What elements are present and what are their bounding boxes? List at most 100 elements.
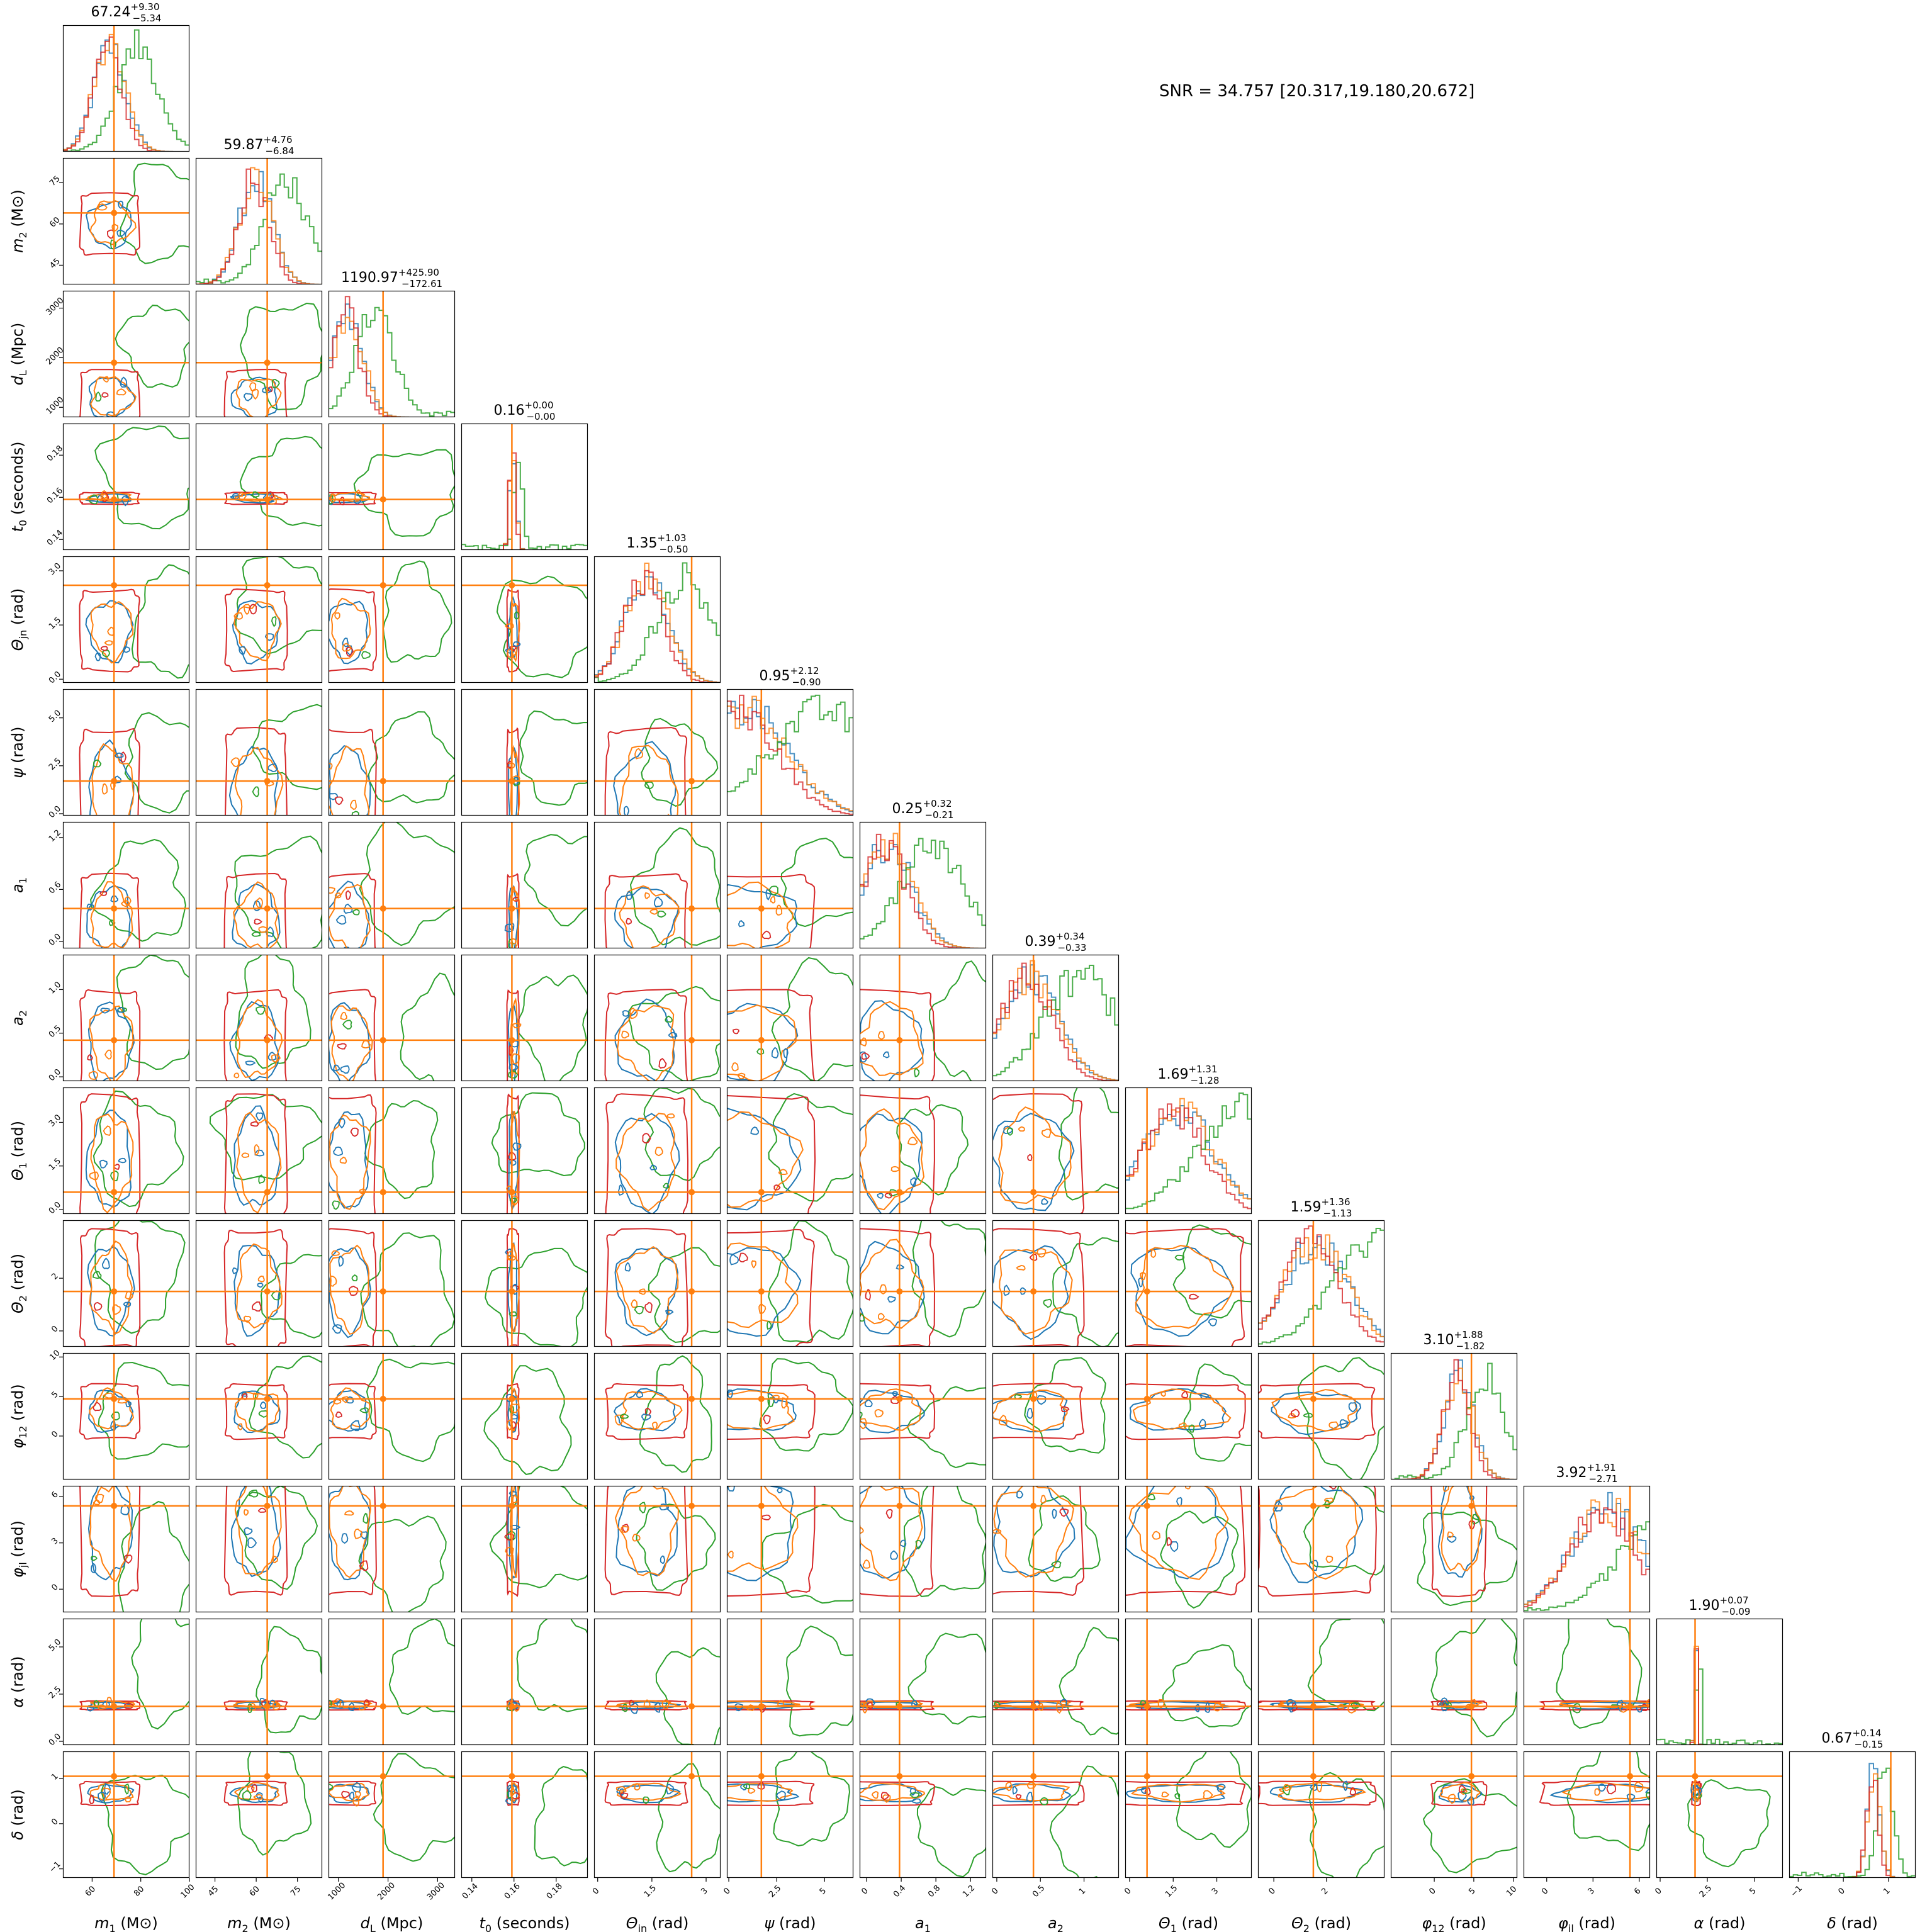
cell-2-0-island-2 xyxy=(95,391,102,402)
cell-11-1-island-2 xyxy=(248,1489,259,1498)
cell-8-6-truth-point xyxy=(896,1189,903,1196)
ytick-label-2-0: 1000 xyxy=(45,395,66,417)
cell-3-3-hist-red xyxy=(461,452,588,550)
xtick-label-1-1: 60 xyxy=(247,1884,261,1898)
cell-5-3-contour-blue xyxy=(508,746,519,816)
cell-11-7-frame xyxy=(992,1485,1120,1613)
cell-10-1-island-4 xyxy=(259,1401,266,1409)
cell-1-1-hist-red xyxy=(196,168,322,284)
cell-7-7-hist-green xyxy=(992,965,1119,1081)
cell-8-3-contour-green xyxy=(491,1092,585,1177)
cell-6-0-island-2 xyxy=(109,919,116,926)
cell-10-9-contour-orange xyxy=(1271,1389,1358,1432)
cell-11-1-truth-point xyxy=(264,1502,271,1509)
cell-9-8-island-4 xyxy=(1208,1318,1218,1327)
cell-11-1-island-4 xyxy=(247,1537,257,1549)
cell-9-6-island-4 xyxy=(896,1264,905,1270)
cell-9-6-contour-blue xyxy=(860,1240,925,1335)
cell-11-8-contour-red xyxy=(1125,1486,1246,1596)
cell-11-7-island-2 xyxy=(1050,1561,1062,1569)
cell-9-0-contour-green xyxy=(94,1220,186,1334)
cell-5-2-island-2 xyxy=(351,811,359,816)
cell-11-5-island-4 xyxy=(777,1487,783,1493)
cell-11-2-content xyxy=(329,1486,455,1612)
cell-9-0-frame xyxy=(62,1220,190,1347)
ytick-label-10-0: 0 xyxy=(50,1429,60,1439)
cell-10-8-island-0 xyxy=(1200,1393,1210,1399)
cell-8-3-content xyxy=(461,1087,588,1214)
cell-10-10-content xyxy=(1391,1353,1517,1480)
cell-7-5-contour-red xyxy=(727,989,816,1081)
cell-11-4-island-5 xyxy=(621,1525,629,1533)
cell-7-3-island-2 xyxy=(508,1070,519,1079)
cell-6-0-contour-red xyxy=(79,872,140,948)
cell-5-1-contour-red xyxy=(225,726,288,816)
cell-4-4-frame xyxy=(593,556,721,683)
cell-11-0-frame xyxy=(62,1485,190,1613)
cell-11-3-contour-red xyxy=(506,1486,520,1598)
cell-9-1-contour-green xyxy=(260,1254,322,1339)
cell-4-4-hist-red xyxy=(594,570,721,683)
ytick-label-5-1: 2.5 xyxy=(47,756,63,772)
cell-8-7-island-5 xyxy=(1041,1128,1052,1138)
cell-6-0-content xyxy=(63,822,189,948)
cell-11-10-island-2 xyxy=(1471,1514,1480,1525)
cell-10-8-island-5 xyxy=(1160,1391,1166,1397)
x-axis-label-7: a2 xyxy=(1048,1914,1064,1932)
cell-13-8-island-0 xyxy=(1216,1783,1226,1790)
cell-10-10-hist-red xyxy=(1391,1359,1517,1480)
cell-5-0-frame xyxy=(62,688,190,816)
cell-9-8-island-1 xyxy=(1140,1272,1146,1281)
cell-6-4-island-0 xyxy=(653,896,663,908)
cell-13-8-contour-green xyxy=(1176,1751,1252,1848)
y-axis-label-6: a1 xyxy=(9,877,29,893)
cell-10-3-contour-red xyxy=(506,1383,520,1441)
cell-11-7-contour-orange xyxy=(993,1486,1074,1578)
cell-11-0-contour-green xyxy=(118,1500,189,1612)
cell-9-2-contour-blue xyxy=(329,1247,371,1339)
cell-12-8-contour-red xyxy=(1125,1700,1247,1711)
cell-12-4-island-5 xyxy=(643,1699,651,1708)
xtick-label-12-2: 5 xyxy=(1748,1886,1758,1896)
cell-6-3-island-4 xyxy=(508,923,515,931)
cell-9-4-contour-orange xyxy=(615,1246,679,1334)
xtick-label-8-0: 0 xyxy=(1123,1886,1133,1896)
cell-7-3-island-1 xyxy=(512,1023,522,1028)
ytick-label-2-2: 3000 xyxy=(45,296,66,317)
cell-9-2-frame xyxy=(328,1220,456,1347)
cell-9-3-content xyxy=(461,1220,588,1347)
cell-10-3-island-1 xyxy=(506,1419,512,1431)
cell-12-3-contour-green xyxy=(516,1619,588,1712)
cell-7-0-truth-point xyxy=(111,1036,118,1043)
cell-3-3-hist-orange xyxy=(461,460,588,550)
cell-13-4-contour-orange xyxy=(617,1782,682,1801)
cell-4-2-frame xyxy=(328,556,456,683)
ytick-label-1-2: 75 xyxy=(48,174,62,188)
cell-6-4-island-2 xyxy=(657,911,666,918)
cell-11-0-contour-orange xyxy=(89,1486,132,1582)
cell-5-5-hist-red xyxy=(727,694,853,816)
cell-9-0-contour-red xyxy=(79,1228,141,1347)
cell-10-10-hist-orange xyxy=(1391,1368,1517,1480)
cell-8-2-contour-blue xyxy=(329,1111,369,1209)
xtick-label-4-2: 3 xyxy=(699,1886,709,1896)
cell-10-4-contour-green xyxy=(639,1355,712,1473)
cell-13-8-truth-point xyxy=(1143,1773,1150,1780)
cell-1-0-frame xyxy=(62,157,190,285)
cell-6-5-contour-orange xyxy=(727,881,794,948)
cell-4-1-contour-orange xyxy=(233,601,282,661)
cell-10-6-island-0 xyxy=(892,1391,898,1396)
xtick-label-1-0: 45 xyxy=(206,1884,220,1898)
cell-7-4-contour-red xyxy=(604,989,688,1081)
cell-11-9-contour-green xyxy=(1303,1486,1384,1576)
cell-8-1-truth-point xyxy=(264,1189,271,1196)
cell-5-4-island-4 xyxy=(631,836,638,840)
cell-13-0-contour-red xyxy=(79,1780,141,1807)
cell-10-1-island-5 xyxy=(252,1392,259,1400)
cell-5-1-contour-orange xyxy=(234,746,284,816)
cell-0-0-content xyxy=(63,25,189,152)
cell-11-6-island-5 xyxy=(862,1559,871,1569)
cell-6-3-truth-point xyxy=(508,905,515,912)
cell-5-2-contour-red xyxy=(329,728,377,816)
cell-13-7-contour-orange xyxy=(992,1783,1070,1802)
